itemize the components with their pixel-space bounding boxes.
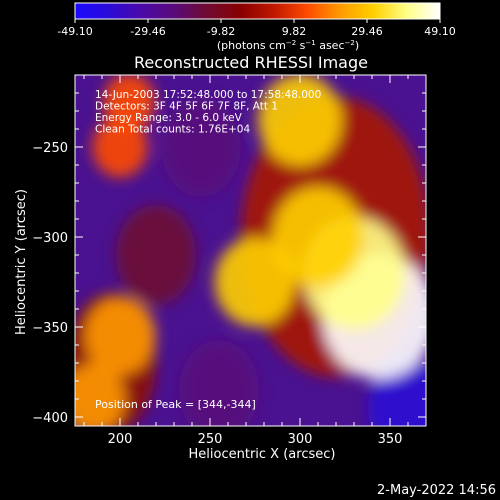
x-tick-label: 300 [288,432,313,447]
colorbar-unit-label: (photons cm−2 s−1 asec−2) [217,39,359,52]
chart-title: Reconstructed RHESSI Image [134,53,368,72]
info-line: Detectors: 3F 4F 5F 6F 7F 8F, Att 1 [95,101,278,113]
x-axis-label: Heliocentric X (arcsec) [189,447,336,462]
colorbar-tick-label: 29.46 [351,25,383,38]
hot-region [258,75,342,167]
hot-region [75,363,126,426]
colorbar-tick-label: 49.10 [424,25,456,38]
colorbar-tick-label: -29.46 [130,25,165,38]
hot-region [92,116,148,178]
cold-region [116,205,196,305]
cold-region [179,340,259,426]
colorbar-tick-label: -9.82 [207,25,235,38]
y-tick-label: −400 [32,411,68,426]
colorbar-ticks: -49.10 -29.46 -9.82 9.82 29.46 49.10 [57,19,456,38]
info-line: 14-Jun-2003 17:52:48.000 to 17:58:48.000 [95,89,321,101]
hot-region [84,296,156,376]
hot-region [272,186,364,288]
y-tick-label: −300 [32,231,68,246]
y-tick-label: −350 [32,321,68,336]
y-axis: −250 −300 −350 −400 [32,74,426,426]
peak-position-label: Position of Peak = [344,-344] [95,398,256,411]
x-tick-label: 200 [108,432,133,447]
cold-region [161,97,241,197]
x-tick-label: 250 [198,432,223,447]
observation-info: 14-Jun-2003 17:52:48.000 to 17:58:48.000… [95,89,321,136]
info-line: Clean Total counts: 1.76E+04 [95,124,250,136]
hot-region [214,237,296,327]
colorbar [74,2,441,20]
hot-region [103,75,155,131]
y-axis-label: Heliocentric Y (arcsec) [14,189,29,335]
heatmap-image [75,75,426,426]
colorbar-tick-label: -49.10 [57,25,92,38]
plot-frame [74,74,427,427]
x-axis: 200 250 300 350 [83,75,409,447]
y-tick-label: −250 [32,141,68,156]
x-tick-label: 350 [378,432,403,447]
info-line: Energy Range: 3.0 - 6.0 keV [95,112,243,124]
colorbar-tick-label: 9.82 [282,25,307,38]
render-date: 2-May-2022 14:56 [377,483,496,498]
